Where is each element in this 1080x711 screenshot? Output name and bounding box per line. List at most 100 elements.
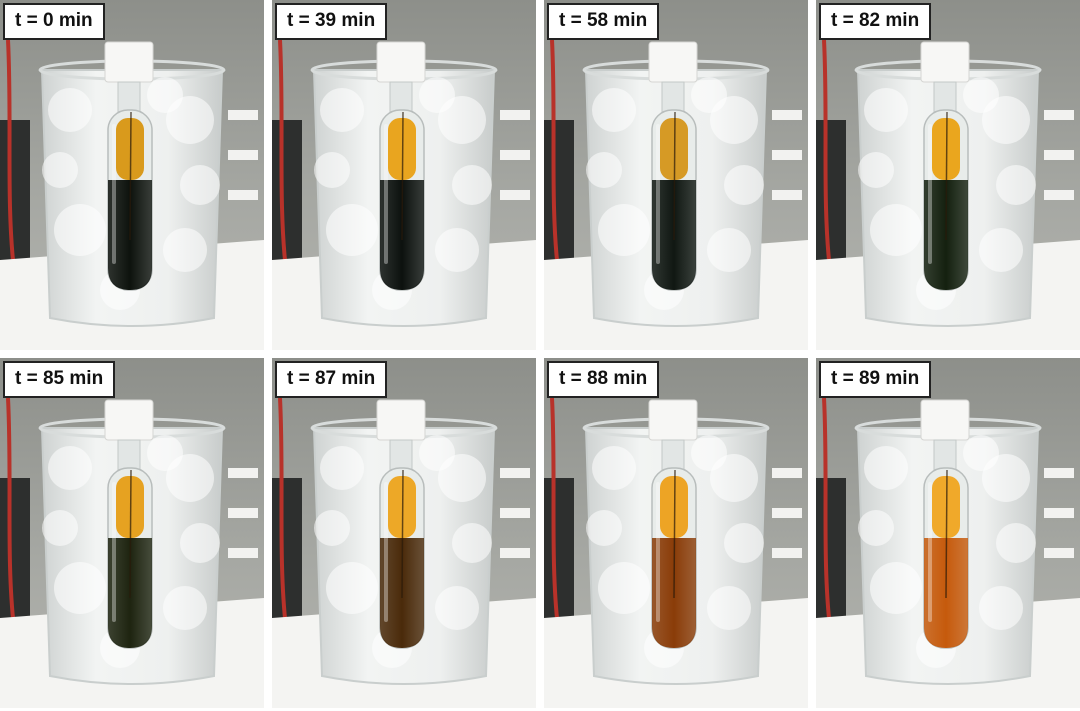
ice-chunk [707,228,751,272]
ice-chunk [710,96,758,144]
photo-panel: t = 85 min [0,358,264,708]
ice-chunk [438,96,486,144]
vial-neck [661,81,685,113]
vial-cap [376,399,426,441]
ice-chunk [586,510,622,546]
ice-chunk [314,152,350,188]
ice-chunk [870,562,922,614]
red-tubing [278,397,288,629]
time-label: t = 58 min [547,3,660,40]
ice-chunk [870,204,922,256]
glass-highlight [928,124,932,264]
wall-tag [228,110,258,120]
ice-chunk [963,435,999,471]
wall-tag [500,150,530,160]
vial-neck [933,81,957,113]
beaker-photo [816,358,1080,708]
vial-neck [933,439,957,471]
wall-tag [500,468,530,478]
photo-panel: t = 39 min [272,0,536,350]
red-tubing [278,39,288,271]
red-tubing [6,39,16,271]
ice-chunk [979,228,1023,272]
wall-tag [772,110,802,120]
ice-chunk [996,523,1036,563]
ice-chunk [979,586,1023,630]
time-label: t = 87 min [275,361,388,398]
ice-chunk [724,523,764,563]
ice-chunk [438,454,486,502]
ice-chunk [982,454,1030,502]
wall-tag [228,508,258,518]
ice-chunk [419,435,455,471]
stir-wire [401,111,404,241]
wall-tag [228,150,258,160]
wall-tag [772,150,802,160]
vial-cap [648,399,698,441]
equipment-shadow [0,120,30,270]
ice-chunk [419,77,455,113]
equipment-shadow [272,478,302,628]
ice-chunk [858,510,894,546]
photo-panel: t = 58 min [544,0,808,350]
red-tubing [550,397,560,629]
glass-highlight [656,124,660,264]
ice-chunk [691,435,727,471]
photo-panel: t = 87 min [272,358,536,708]
ice-chunk [326,204,378,256]
ice-chunk [435,228,479,272]
beaker-photo [544,0,808,350]
beaker-photo [0,0,264,350]
red-tubing [6,397,16,629]
time-label: t = 85 min [3,361,116,398]
ice-chunk [42,510,78,546]
beaker-photo [272,358,536,708]
stir-wire [129,111,132,241]
ice-chunk [314,510,350,546]
stir-wire [673,111,676,241]
stir-wire [945,469,948,599]
equipment-shadow [816,478,846,628]
vial-neck [389,81,413,113]
glass-highlight [928,482,932,622]
red-tubing [550,39,560,271]
glass-highlight [384,482,388,622]
stir-wire [945,111,948,241]
time-label: t = 0 min [3,3,105,40]
vial-cap [104,41,154,83]
ice-chunk [320,88,364,132]
ice-chunk [691,77,727,113]
ice-chunk [963,77,999,113]
ice-chunk [707,586,751,630]
equipment-shadow [272,120,302,270]
ice-chunk [163,228,207,272]
vial-neck [117,81,141,113]
stir-wire [401,469,404,599]
ice-chunk [982,96,1030,144]
wall-tag [228,468,258,478]
wall-tag [228,548,258,558]
wall-tag [1044,468,1074,478]
vial-cap [376,41,426,83]
vial-cap [104,399,154,441]
ice-chunk [180,165,220,205]
wall-tag [1044,150,1074,160]
ice-chunk [54,204,106,256]
ice-chunk [858,152,894,188]
glass-highlight [112,482,116,622]
time-label: t = 89 min [819,361,932,398]
vial-cap [920,41,970,83]
vial-neck [117,439,141,471]
red-tubing [822,397,832,629]
ice-chunk [42,152,78,188]
ice-chunk [598,562,650,614]
ice-chunk [326,562,378,614]
ice-chunk [452,165,492,205]
ice-chunk [864,88,908,132]
beaker-photo [272,0,536,350]
wall-tag [1044,110,1074,120]
equipment-shadow [0,478,30,628]
ice-chunk [586,152,622,188]
time-label: t = 39 min [275,3,388,40]
